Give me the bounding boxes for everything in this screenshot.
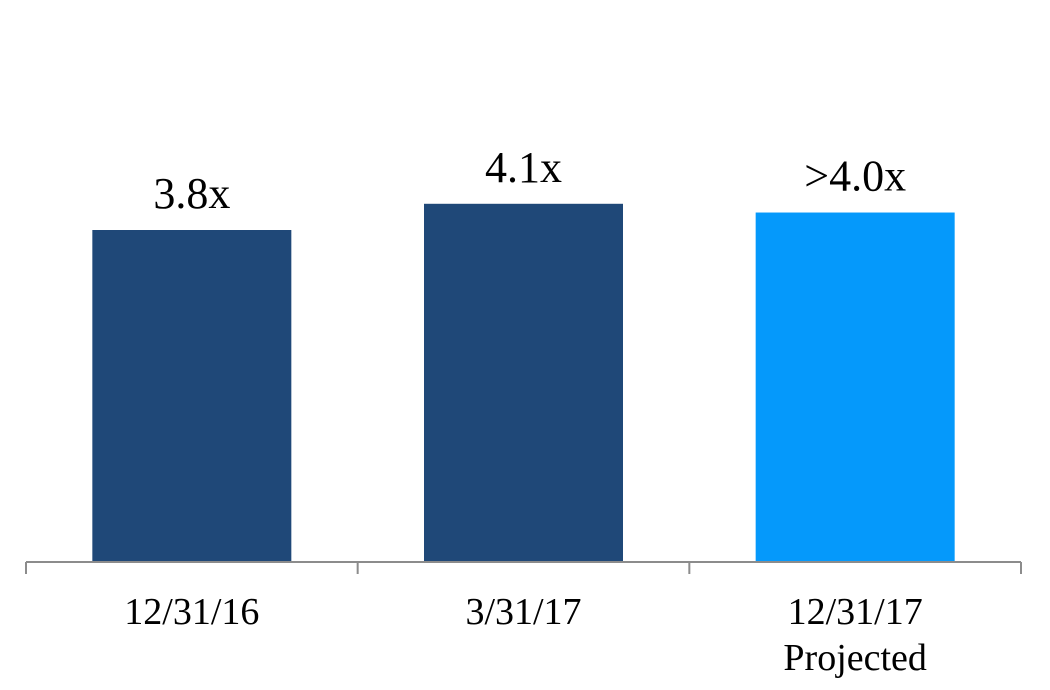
bar-3 [755, 212, 955, 563]
x-axis [25, 561, 1022, 574]
data-label-2: 4.1x [485, 143, 562, 192]
data-label-1: 3.8x [153, 169, 230, 218]
x-tick-label-3: 12/31/17 [788, 591, 923, 633]
x-tick-label-2: 3/31/17 [465, 591, 581, 633]
data-label-3: >4.0x [804, 152, 906, 201]
x-tick-sublabel-3: Projected [783, 637, 927, 679]
bar-2 [424, 203, 623, 562]
x-tick-label-1: 12/31/16 [124, 591, 259, 633]
labels-layer: 3.8x 12/31/16 4.1x 3/31/17 >4.0x 12/31/17Proj… [124, 143, 927, 679]
bar-1 [92, 230, 292, 562]
bars-layer [92, 203, 955, 563]
